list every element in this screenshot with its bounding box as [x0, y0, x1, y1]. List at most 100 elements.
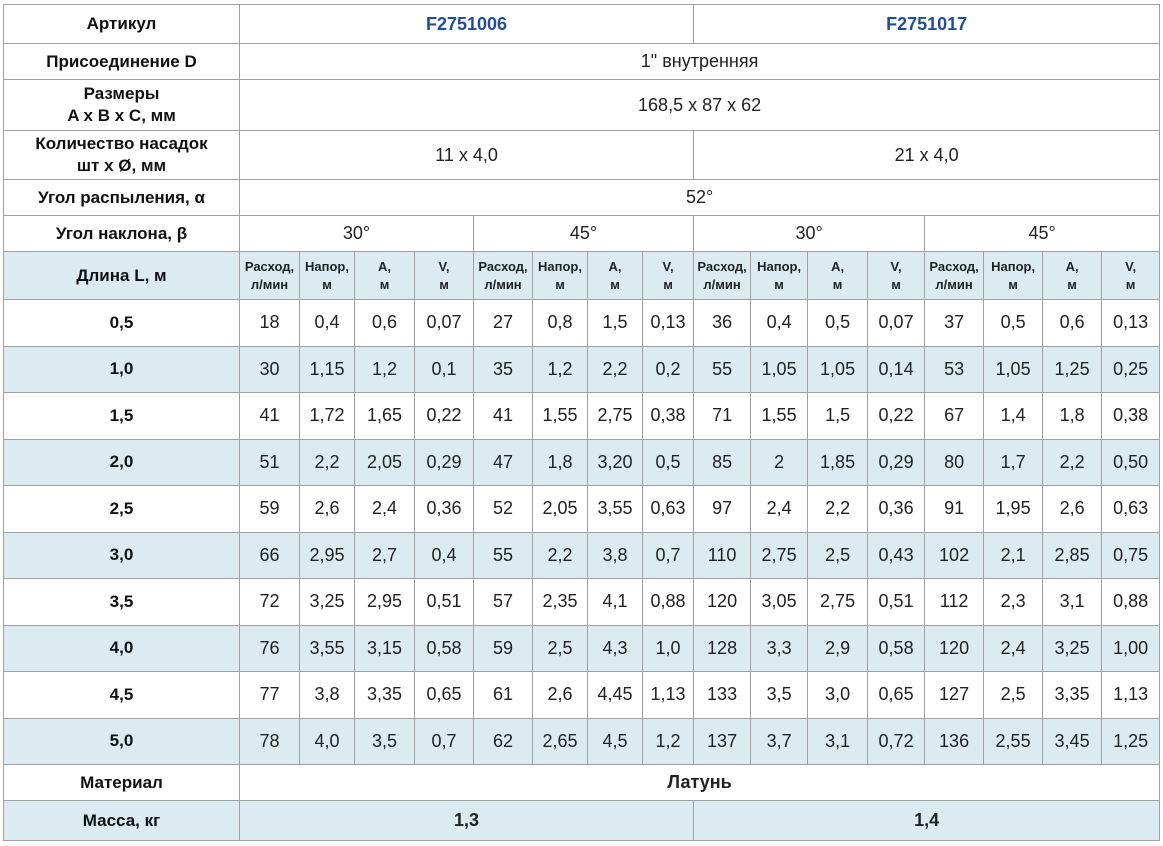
data-cell: 27 [473, 299, 533, 347]
data-cell: 37 [924, 299, 985, 347]
cell-line: V, [662, 258, 674, 274]
data-cell: 3,05 [750, 578, 809, 626]
data-cell: 2,9 [807, 624, 869, 672]
data-cell: 102 [924, 531, 985, 579]
data-cell: 1,85 [807, 438, 869, 486]
data-cell: 3,55 [299, 624, 355, 672]
data-cell: 1,25 [1042, 345, 1103, 393]
data-cell: 78 [239, 717, 300, 765]
data-cell: 0,4 [750, 299, 809, 347]
cell-line: Напор, [757, 258, 802, 274]
data-cell: 2,2 [1042, 438, 1103, 486]
row-label: Угол распыления, α [3, 179, 240, 216]
table-row: Количество насадок шт x Ø, мм 11 x 4,0 21 x… [3, 130, 1161, 180]
table-row: Артикул F2751006 F2751017 [3, 4, 1161, 44]
data-cell: 1,8 [532, 438, 588, 486]
table-row: Размеры A x B x C, мм 168,5 x 87 x 62 [3, 79, 1161, 131]
data-cell: 41 [239, 392, 300, 440]
cell-line: Напор, [991, 258, 1036, 274]
row-label: Масса, кг [3, 800, 240, 841]
data-cell: 3,3 [750, 624, 809, 672]
data-cell: 0,36 [414, 485, 474, 533]
cell-line: м [891, 276, 901, 292]
length-label: 2,5 [3, 485, 240, 533]
data-cell: 1,15 [299, 345, 355, 393]
data-cell: 76 [239, 624, 300, 672]
data-cell: 0,65 [414, 671, 474, 719]
cell-line: л/мин [484, 276, 522, 292]
column-header: Напор, м [750, 251, 809, 300]
data-cell: 127 [924, 671, 985, 719]
cell-line: л/мин [935, 276, 973, 292]
cell-line: м [439, 276, 449, 292]
data-cell: 1,13 [641, 671, 695, 719]
data-cell: 2,5 [807, 531, 869, 579]
column-header: A, м [1042, 251, 1103, 300]
data-cell: 133 [693, 671, 752, 719]
column-header: Расход, л/мин [473, 251, 533, 300]
data-cell: 71 [693, 392, 752, 440]
cell-line: A, [378, 258, 391, 274]
data-cell: 2,75 [587, 392, 643, 440]
cell-line: Расход, [697, 258, 747, 274]
data-cell: 0,29 [867, 438, 926, 486]
data-cell: 1,7 [983, 438, 1044, 486]
table-row: 3,5 72 3,25 2,95 0,51 57 2,35 4,1 0,88 120 3,05 2,7… [3, 578, 1161, 626]
length-label: 1,5 [3, 392, 240, 440]
data-cell: 136 [924, 717, 985, 765]
row-label: Угол наклона, β [3, 215, 240, 252]
data-cell: 0,63 [641, 485, 695, 533]
column-header: A, м [587, 251, 643, 300]
data-cell: 1,72 [299, 392, 355, 440]
data-cell: 2,65 [532, 717, 588, 765]
data-cell: 0,22 [414, 392, 474, 440]
column-header: Расход, л/мин [924, 251, 985, 300]
cell-line: м [555, 276, 565, 292]
row-label: Артикул [3, 4, 240, 44]
row-label: Размеры A x B x C, мм [3, 79, 240, 131]
data-cell: 2,2 [587, 345, 643, 393]
data-cell: 3,7 [750, 717, 809, 765]
data-cell: 72 [239, 578, 300, 626]
table-cell: 45° [924, 215, 1161, 252]
cell-line: л/мин [250, 276, 289, 292]
data-cell: 4,1 [587, 578, 643, 626]
data-cell: 120 [693, 578, 752, 626]
column-header: Напор, м [983, 251, 1044, 300]
data-cell: 0,50 [1101, 438, 1161, 486]
data-cell: 0,58 [414, 624, 474, 672]
data-cell: 3,25 [299, 578, 355, 626]
cell-line: м [1125, 276, 1136, 292]
data-cell: 2,5 [532, 624, 588, 672]
data-cell: 1,55 [532, 392, 588, 440]
data-cell: 2,35 [532, 578, 588, 626]
data-cell: 2,4 [750, 485, 809, 533]
data-cell: 0,7 [641, 531, 695, 579]
data-cell: 0,5 [807, 299, 869, 347]
column-header: Расход, л/мин [239, 251, 300, 300]
data-cell: 3,15 [354, 624, 415, 672]
cell-line: л/мин [703, 276, 741, 292]
data-cell: 4,5 [587, 717, 643, 765]
table-cell: 45° [472, 215, 695, 252]
data-cell: 0,25 [1101, 345, 1161, 393]
cell-line: Размеры [83, 84, 160, 103]
data-cell: 2,4 [354, 485, 415, 533]
cell-line: м [379, 276, 390, 292]
data-cell: 0,5 [641, 438, 695, 486]
table-row: 4,5 77 3,8 3,35 0,65 61 2,6 4,45 1,13 133 3,5 3,0 0,… [3, 671, 1161, 719]
cell-line: м [663, 276, 673, 292]
data-cell: 35 [473, 345, 533, 393]
cell-line: A, [1065, 258, 1079, 274]
table-cell: 21 x 4,0 [693, 130, 1161, 180]
data-cell: 2,6 [1042, 485, 1103, 533]
data-cell: 120 [924, 624, 985, 672]
data-cell: 59 [239, 485, 300, 533]
data-cell: 0,07 [867, 299, 926, 347]
data-cell: 85 [693, 438, 752, 486]
length-label: 5,0 [3, 717, 240, 765]
data-cell: 2,3 [983, 578, 1044, 626]
data-cell: 53 [924, 345, 985, 393]
data-cell: 3,5 [750, 671, 809, 719]
